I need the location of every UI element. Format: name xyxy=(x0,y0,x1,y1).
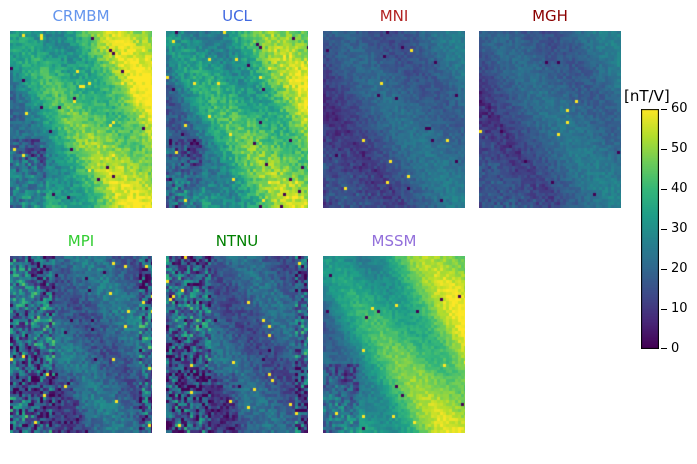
heatmap-mni xyxy=(323,31,465,208)
colorbar-label: [nT/V] xyxy=(624,87,670,105)
colorbar-tick xyxy=(661,109,667,110)
colorbar-tick-label: 30 xyxy=(671,221,688,236)
heatmap-mssm xyxy=(323,256,465,433)
panel-title-mpi: MPI xyxy=(67,232,95,250)
colorbar-tick xyxy=(661,309,667,310)
heatmap-ntnu xyxy=(166,256,308,433)
colorbar-tick xyxy=(661,189,667,190)
panel-title-ntnu: NTNU xyxy=(215,232,259,250)
colorbar-tick xyxy=(661,348,667,349)
heatmap-mpi xyxy=(10,256,152,433)
heatmap-crmbm xyxy=(10,31,152,208)
colorbar-tick-label: 0 xyxy=(671,341,680,356)
colorbar-tick xyxy=(661,269,667,270)
panel-title-mni: MNI xyxy=(379,7,409,25)
colorbar-tick xyxy=(661,149,667,150)
heatmap-ucl xyxy=(166,31,308,208)
panel-title-mssm: MSSM xyxy=(371,232,417,250)
heatmap-mgh xyxy=(479,31,621,208)
colorbar-tick-label: 20 xyxy=(671,261,688,276)
panel-title-ucl: UCL xyxy=(222,7,252,25)
colorbar-tick-label: 60 xyxy=(671,101,688,116)
panel-title-mgh: MGH xyxy=(532,7,568,25)
colorbar-tick-label: 50 xyxy=(671,141,688,156)
colorbar-tick xyxy=(661,229,667,230)
panel-title-crmbm: CRMBM xyxy=(52,7,110,25)
colorbar-tick-label: 10 xyxy=(671,301,688,316)
colorbar-tick-label: 40 xyxy=(671,181,688,196)
colorbar xyxy=(641,109,659,349)
